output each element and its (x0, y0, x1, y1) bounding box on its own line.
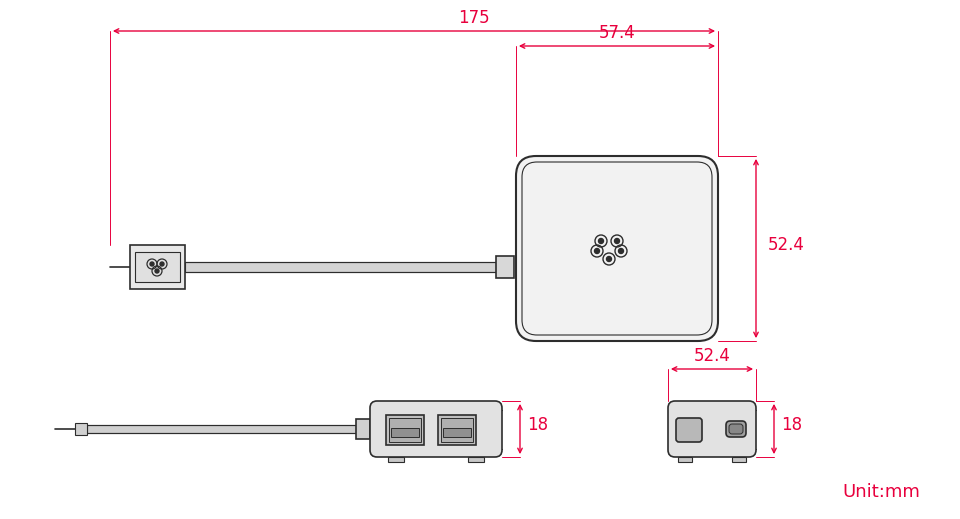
Bar (185, 262, 496, 272)
Bar (678, 457, 692, 462)
Circle shape (150, 262, 154, 266)
Circle shape (618, 249, 623, 253)
Bar (443, 428, 471, 437)
Bar (388, 457, 404, 462)
Bar (130, 245, 185, 289)
FancyBboxPatch shape (522, 162, 712, 335)
FancyBboxPatch shape (668, 401, 756, 457)
Bar (391, 428, 419, 437)
Text: 52.4: 52.4 (768, 236, 804, 253)
FancyBboxPatch shape (729, 424, 743, 434)
Circle shape (607, 256, 612, 262)
Text: 175: 175 (458, 9, 490, 27)
Circle shape (614, 239, 619, 243)
Bar (732, 457, 746, 462)
Bar (87, 425, 356, 433)
Circle shape (155, 269, 159, 273)
Text: 18: 18 (781, 416, 803, 434)
FancyBboxPatch shape (676, 418, 702, 442)
Circle shape (160, 262, 164, 266)
Bar (356, 419, 370, 439)
Bar (135, 252, 180, 282)
Text: 52.4: 52.4 (693, 347, 731, 365)
Circle shape (594, 249, 599, 253)
Bar (441, 418, 473, 442)
Bar (468, 457, 484, 462)
Circle shape (598, 239, 604, 243)
Bar (438, 415, 476, 445)
FancyBboxPatch shape (516, 156, 718, 341)
Bar (496, 256, 514, 278)
Bar (389, 418, 421, 442)
FancyBboxPatch shape (726, 421, 746, 437)
FancyBboxPatch shape (370, 401, 502, 457)
Text: 57.4: 57.4 (599, 24, 636, 42)
Text: 18: 18 (527, 416, 548, 434)
Bar (386, 415, 424, 445)
Bar (75, 423, 87, 435)
Text: Unit:mm: Unit:mm (842, 483, 920, 501)
